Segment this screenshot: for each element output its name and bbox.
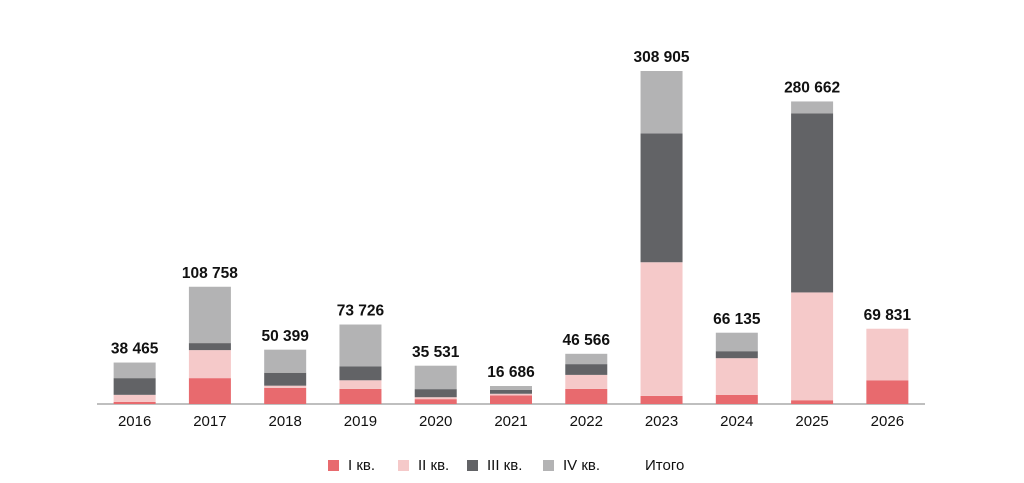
total-label: 308 905 — [634, 49, 690, 66]
x-tick-label: 2021 — [494, 413, 527, 430]
bar-segment — [113, 394, 156, 402]
bar-segment — [640, 395, 683, 404]
bar-segment — [188, 378, 231, 404]
total-label: 35 531 — [412, 344, 460, 361]
legend-label: IV кв. — [563, 457, 600, 474]
total-label: 73 726 — [337, 303, 385, 320]
bar-segment — [264, 372, 307, 386]
bar-segment — [791, 113, 834, 293]
bar-segment — [490, 393, 532, 396]
bar-segment — [264, 385, 307, 388]
bar-segment — [565, 388, 608, 404]
bar-segment — [113, 401, 156, 404]
bar-segment — [113, 378, 156, 395]
x-tick-label: 2016 — [118, 413, 151, 430]
x-tick-label: 2023 — [645, 413, 678, 430]
total-label: 66 135 — [713, 311, 761, 328]
bar-segment — [414, 399, 457, 404]
bar-segment — [640, 262, 683, 396]
bar-segment — [640, 133, 683, 263]
legend-swatch — [398, 460, 409, 471]
legend-label: II кв. — [418, 457, 449, 474]
legend-swatch — [543, 460, 554, 471]
bar-segment — [715, 351, 758, 359]
bar-segment — [565, 364, 608, 375]
bar-segment — [640, 71, 683, 134]
x-tick-label: 2020 — [419, 413, 452, 430]
total-label: 69 831 — [864, 307, 912, 324]
bar-segment — [414, 389, 457, 398]
bar-segment — [339, 380, 382, 389]
bar-segment — [339, 366, 382, 381]
bar-segment — [715, 358, 758, 395]
legend-label: Итого — [645, 457, 684, 474]
bar-segment — [339, 388, 382, 404]
bar-segment — [188, 286, 231, 344]
bar-segment — [791, 101, 834, 114]
total-label: 16 686 — [487, 364, 535, 381]
bar-segment — [414, 397, 457, 400]
x-tick-label: 2024 — [720, 413, 753, 430]
bar-segment — [490, 386, 532, 390]
x-tick-label: 2025 — [795, 413, 828, 430]
bar-segment — [339, 324, 382, 367]
bar-segment — [791, 292, 834, 401]
legend-swatch — [467, 460, 478, 471]
x-tick-label: 2022 — [570, 413, 603, 430]
bar-segment — [866, 328, 909, 381]
bar-segment — [490, 395, 532, 404]
bar-segment — [791, 400, 834, 404]
total-label: 280 662 — [784, 80, 840, 97]
legend-swatch — [328, 460, 339, 471]
legend-label: I кв. — [348, 457, 375, 474]
bar-segment — [565, 353, 608, 365]
bar-segment — [264, 387, 307, 404]
bar-segment — [565, 374, 608, 389]
total-label: 38 465 — [111, 341, 159, 358]
bar-segment — [264, 349, 307, 373]
bar-segment — [715, 332, 758, 352]
bar-segment — [866, 380, 909, 404]
total-label: 50 399 — [261, 328, 309, 345]
x-tick-label: 2026 — [871, 413, 904, 430]
x-tick-label: 2017 — [193, 413, 226, 430]
bar-segment — [490, 389, 532, 394]
total-label: 46 566 — [563, 332, 611, 349]
legend-label: III кв. — [487, 457, 522, 474]
x-tick-label: 2019 — [344, 413, 377, 430]
total-label: 108 758 — [182, 265, 238, 282]
bar-segment — [414, 365, 457, 390]
bar-segment — [715, 394, 758, 404]
bar-segment — [113, 362, 156, 379]
x-tick-label: 2018 — [268, 413, 301, 430]
bar-segment — [188, 343, 231, 351]
bar-segment — [188, 350, 231, 379]
